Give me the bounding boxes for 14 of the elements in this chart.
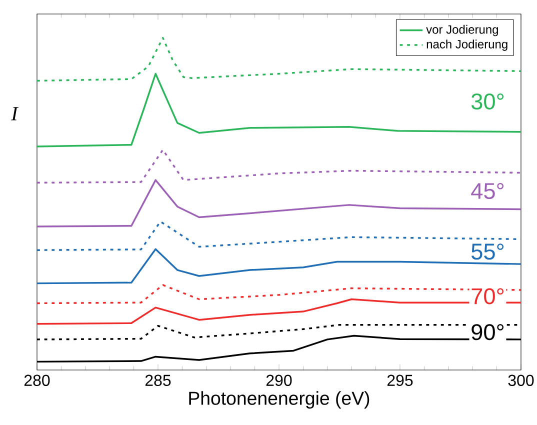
x-tick-label: 295	[387, 374, 413, 386]
legend-label: nach Jodierung	[426, 40, 508, 51]
annotation: 30°	[471, 93, 504, 110]
annotation: 45°	[471, 182, 504, 200]
annotation: 55°	[471, 244, 504, 260]
x-axis-title: Photonenenergie (eV)	[189, 391, 370, 409]
legend-label: vor Jodierung	[426, 24, 498, 36]
x-tick-label: 280	[24, 374, 50, 386]
y-axis-title: I	[11, 107, 19, 120]
annotation: 90°	[472, 324, 504, 340]
x-tick-label: 285	[145, 374, 171, 386]
x-tick-label: 300	[508, 374, 534, 386]
annotation: 70°	[472, 288, 504, 304]
x-tick-label: 290	[266, 374, 292, 386]
